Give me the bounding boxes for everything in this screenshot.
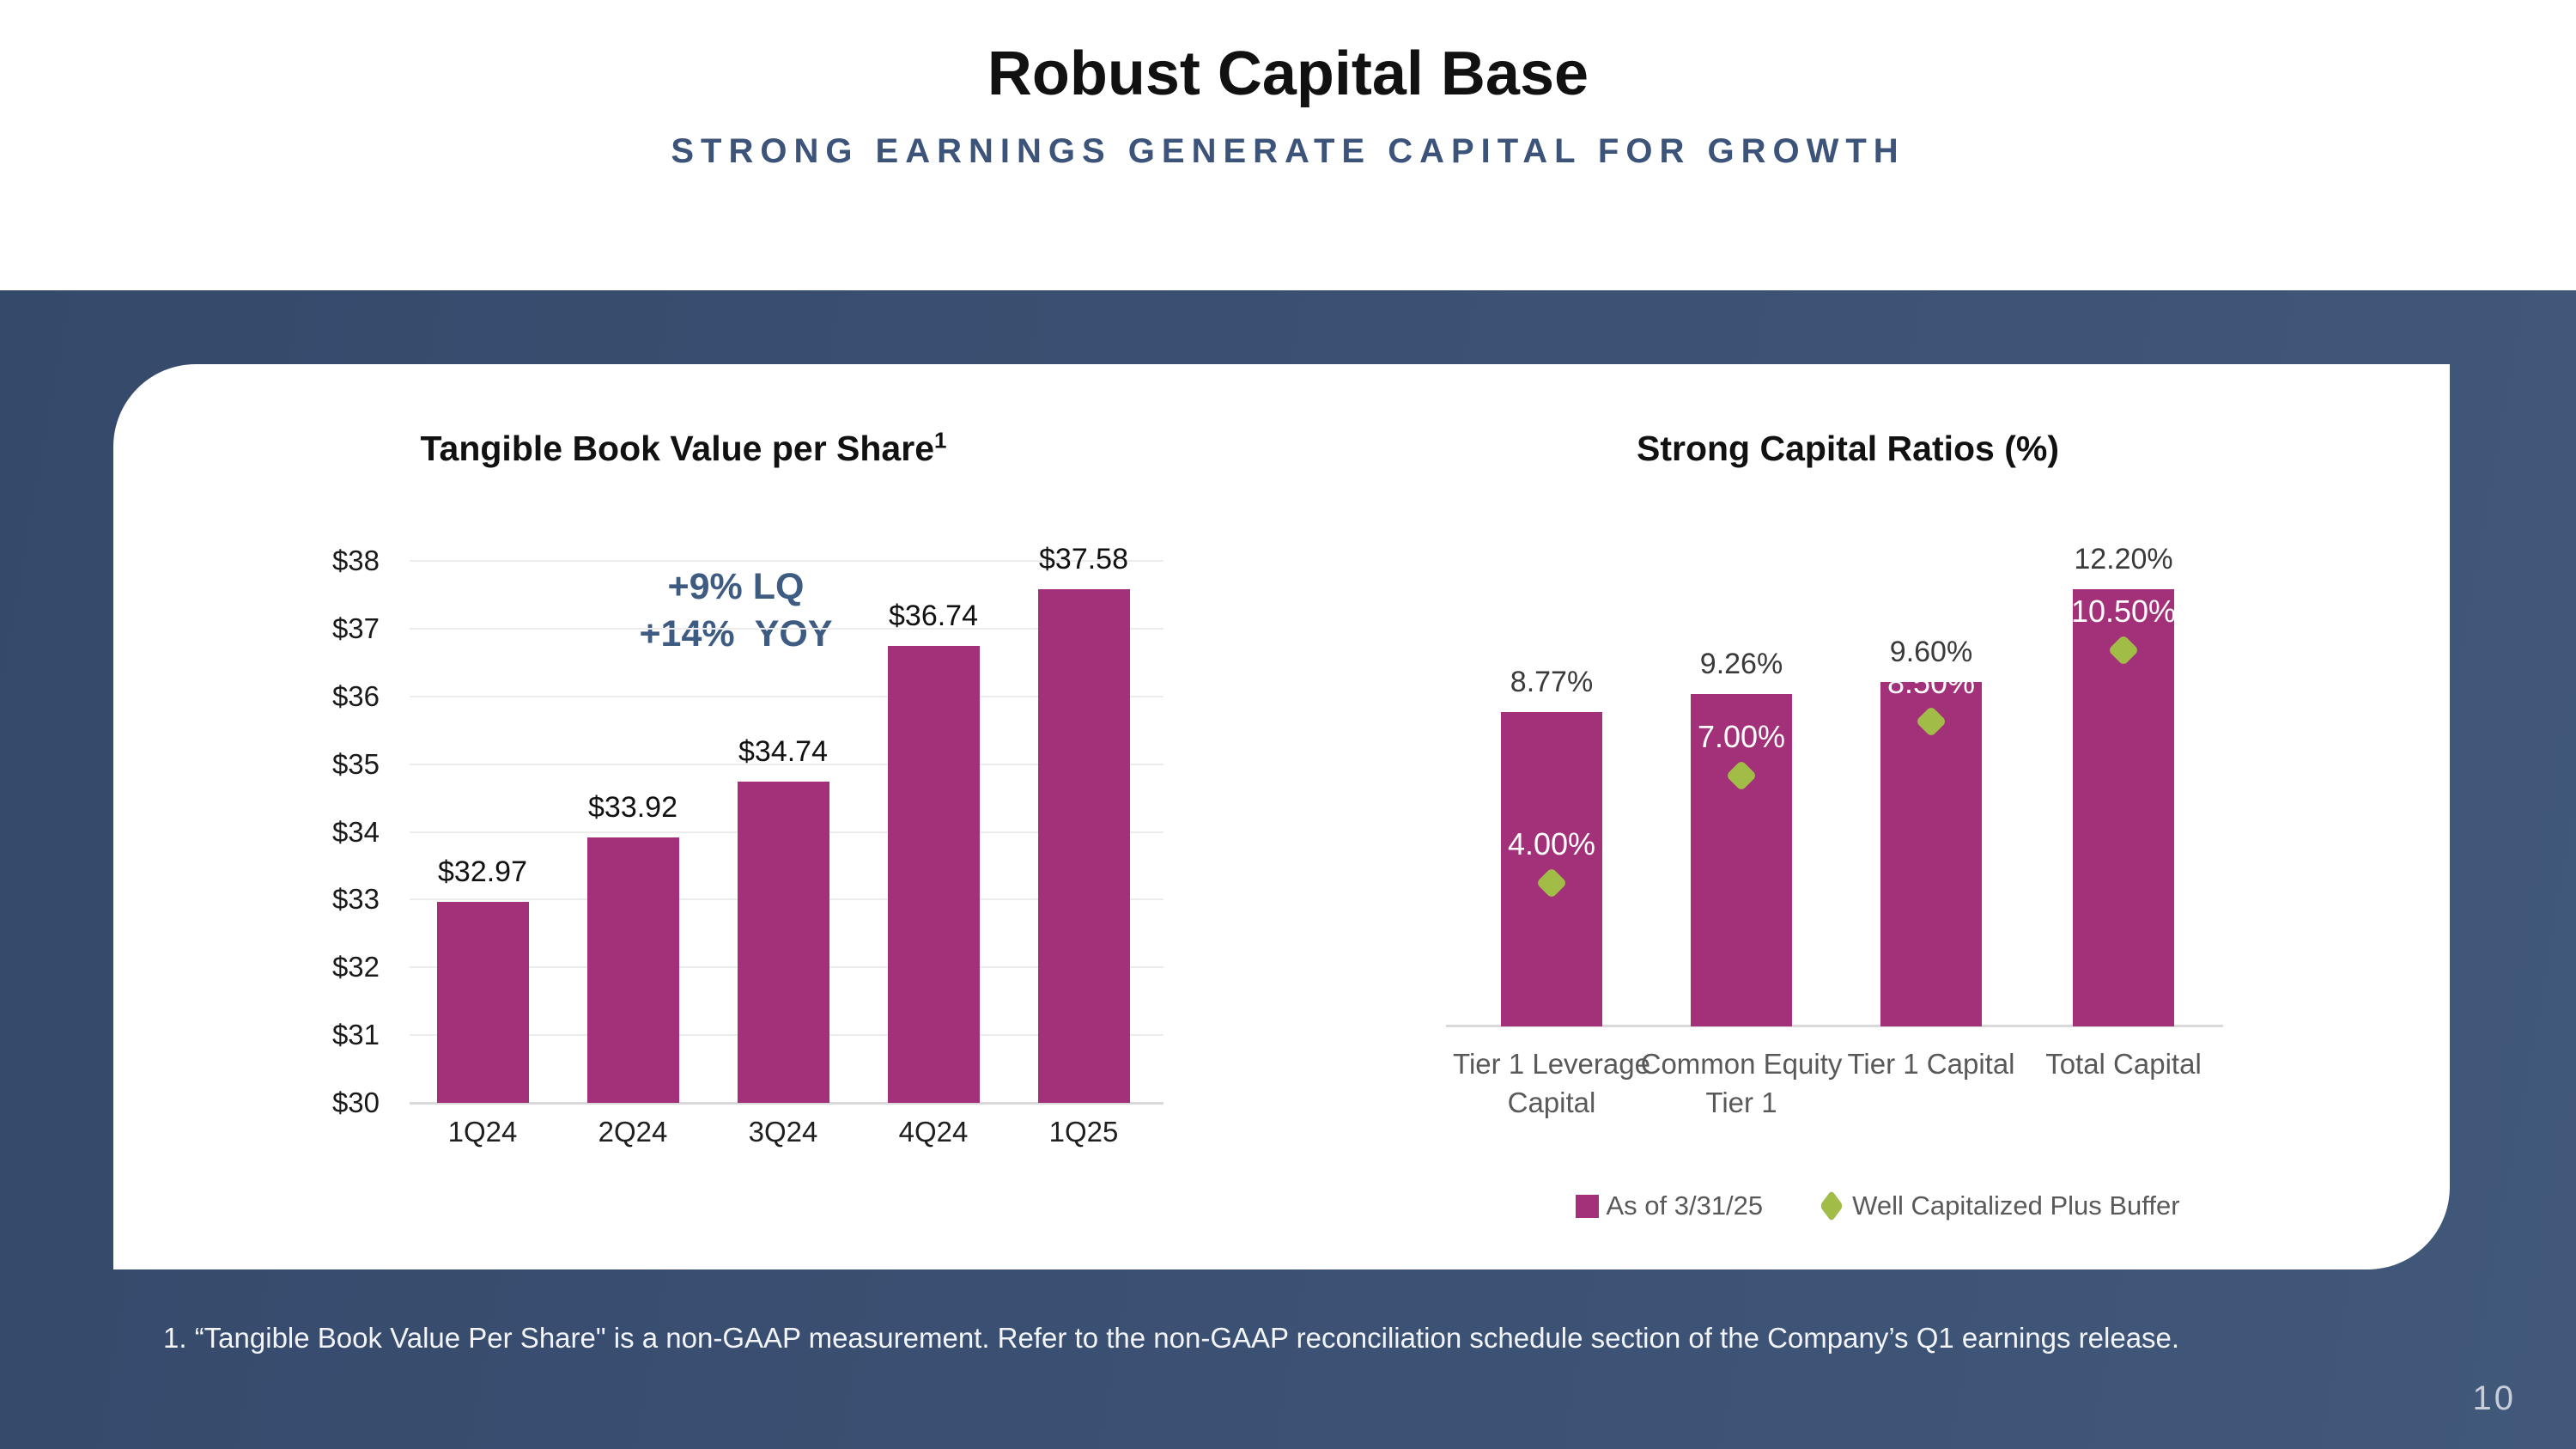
tbv-gridline — [410, 627, 1163, 630]
ratios-category-label: Tier 1 Capital — [1847, 1048, 2015, 1080]
bar-swatch-icon — [1576, 1194, 1600, 1218]
ratios-bar-top-label: 9.60% — [1889, 636, 1973, 669]
tbv-bar-value-label: $33.92 — [588, 790, 677, 824]
tbv-bar — [887, 646, 980, 1103]
footnote-marker: 1 — [934, 427, 947, 454]
tbv-bar — [1037, 589, 1130, 1103]
tbv-bar-value-label: $32.97 — [438, 855, 527, 888]
ratios-buffer-value-label: 7.00% — [1697, 718, 1786, 754]
page-number: 10 — [2472, 1379, 2516, 1417]
tbv-bar-value-label: $36.74 — [889, 600, 978, 633]
tbv-bar-value-label: $37.58 — [1039, 543, 1128, 576]
tbv-y-axis-tick-label: $34 — [331, 815, 380, 848]
tbv-bar-value-label: $34.74 — [738, 735, 828, 769]
ratios-buffer-value-label: 10.50% — [2070, 593, 2177, 629]
legend-item-well-capitalized: Well Capitalized Plus Buffer — [1818, 1190, 2180, 1222]
tbv-chart-title: Tangible Book Value per Share1 — [306, 426, 1061, 474]
growth-annotation: +9% LQ +14% YOY — [427, 563, 1045, 658]
ratios-bar — [1880, 682, 1982, 1026]
tbv-x-axis-tick-label: 4Q24 — [898, 1116, 969, 1148]
tbv-x-axis-tick-label: 2Q24 — [598, 1116, 668, 1148]
tbv-y-axis-tick-label: $35 — [331, 747, 380, 780]
tbv-x-axis-tick-label: 3Q24 — [748, 1116, 818, 1148]
ratios-buffer-value-label: 8.50% — [1886, 665, 1976, 701]
tbv-gridline — [410, 763, 1163, 765]
tbv-y-axis-tick-label: $31 — [331, 1019, 380, 1051]
ratios-bar — [1691, 694, 1792, 1026]
tbv-y-axis-tick-label: $37 — [331, 612, 380, 644]
legend: As of 3/31/25 Well Capitalized Plus Buff… — [1479, 1185, 2277, 1227]
content-card: Tangible Book Value per Share1 +9% LQ +1… — [113, 364, 2450, 1269]
tbv-y-axis-tick-label: $30 — [331, 1087, 380, 1118]
capital-ratios-chart-title: Strong Capital Ratios (%) — [1636, 429, 2060, 468]
growth-annotation-yoy: +14% YOY — [639, 613, 833, 654]
header: Robust Capital Base STRONG EARNINGS GENE… — [0, 0, 2576, 290]
legend-item-as-of: As of 3/31/25 — [1576, 1190, 1763, 1221]
ratios-bar-top-label: 8.77% — [1510, 665, 1594, 698]
tbv-bar — [737, 782, 829, 1103]
ratios-category-label: Common Equity Tier 1 — [1640, 1048, 1843, 1118]
legend-label-well-capitalized: Well Capitalized Plus Buffer — [1852, 1190, 2180, 1221]
tbv-x-axis-tick-label: 1Q25 — [1048, 1116, 1119, 1148]
slide-subtitle: STRONG EARNINGS GENERATE CAPITAL FOR GRO… — [671, 132, 1905, 170]
ratios-bar-top-label: 9.26% — [1699, 648, 1783, 681]
background-band: Tangible Book Value per Share1 +9% LQ +1… — [0, 290, 2576, 1449]
tbv-x-axis-tick-label: 1Q24 — [447, 1116, 518, 1148]
tbv-chart-title-text: Tangible Book Value per Share — [420, 429, 934, 468]
tbv-bar — [436, 901, 529, 1103]
tbv-gridline — [410, 695, 1163, 697]
tbv-y-axis-tick-label: $36 — [331, 679, 380, 712]
ratios-category-label: Total Capital — [2045, 1048, 2202, 1080]
tbv-x-axis-line — [410, 1102, 1163, 1105]
ratios-category-label: Tier 1 Leverage Capital — [1453, 1048, 1650, 1118]
slide-title: Robust Capital Base — [987, 40, 1589, 108]
ratios-x-axis-line — [1446, 1025, 2223, 1027]
footnote: 1. “Tangible Book Value Per Share" is a … — [163, 1322, 2180, 1354]
ratios-bar-top-label: 12.20% — [2074, 542, 2173, 575]
tbv-gridline — [410, 560, 1163, 562]
tbv-y-axis-tick-label: $33 — [331, 883, 380, 916]
growth-annotation-lq: +9% LQ — [667, 566, 805, 607]
diamond-swatch-icon — [1820, 1190, 1844, 1222]
tbv-y-axis-tick-label: $32 — [331, 951, 380, 983]
tbv-bar — [586, 837, 679, 1103]
tbv-y-axis-tick-label: $38 — [331, 545, 380, 576]
legend-label-as-of: As of 3/31/25 — [1606, 1190, 1764, 1221]
ratios-buffer-value-label: 4.00% — [1507, 826, 1596, 861]
